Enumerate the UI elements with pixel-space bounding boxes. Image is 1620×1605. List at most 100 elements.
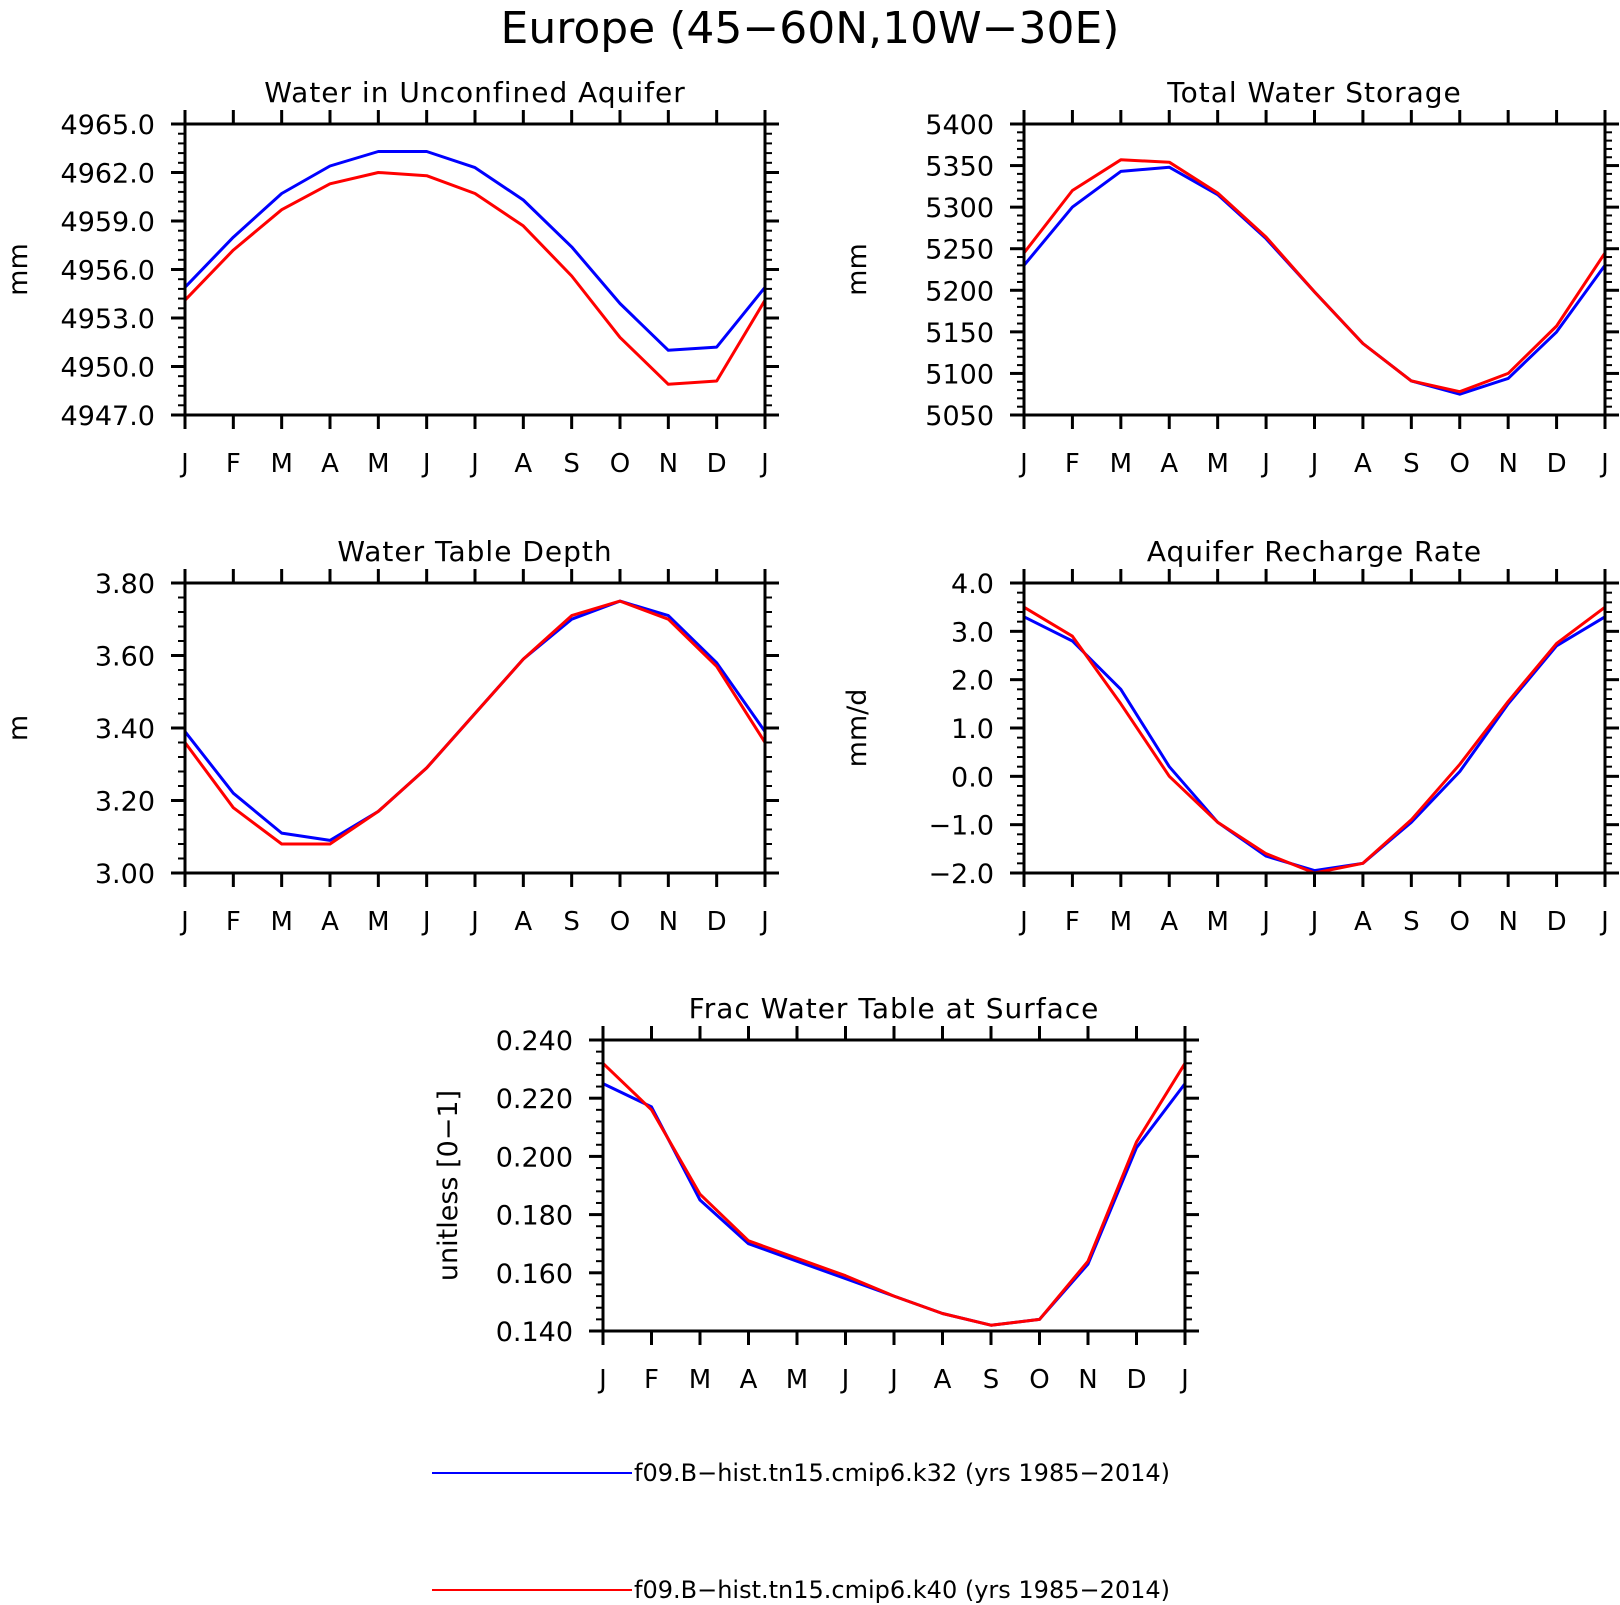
x-tick-label: A — [1354, 449, 1372, 479]
x-tick-label: S — [563, 449, 580, 479]
y-axis-label: mm — [842, 243, 873, 296]
y-tick-label: 4.0 — [951, 569, 994, 600]
y-tick-label: 0.0 — [951, 762, 994, 793]
y-tick-label: −2.0 — [928, 859, 994, 890]
x-tick-label: O — [1029, 1365, 1049, 1395]
y-tick-label: 3.0 — [951, 617, 994, 648]
plot-frame — [1022, 581, 1607, 875]
legend-label: f09.B−hist.tn15.cmip6.k32 (yrs 1985−2014… — [634, 1459, 1170, 1487]
x-tick-label: D — [707, 449, 727, 479]
x-tick-label: O — [610, 907, 630, 937]
x-tick-label: A — [321, 449, 339, 479]
x-tick-label: M — [1206, 449, 1228, 479]
legend: f09.B−hist.tn15.cmip6.k32 (yrs 1985−2014… — [432, 1459, 1170, 1604]
legend-label: f09.B−hist.tn15.cmip6.k40 (yrs 1985−2014… — [634, 1576, 1170, 1604]
x-tick-label: A — [1160, 907, 1178, 937]
x-tick-label: A — [1160, 449, 1178, 479]
y-tick-label: −1.0 — [928, 811, 994, 842]
series-line — [183, 150, 767, 352]
series-line — [183, 599, 767, 842]
x-tick-label: M — [1206, 907, 1228, 937]
y-axis-label: m — [3, 715, 34, 741]
series-line — [1023, 605, 1606, 875]
series-line — [601, 1062, 1187, 1327]
plot-frame — [183, 122, 767, 417]
x-tick-label: J — [1018, 449, 1028, 479]
chart-panel: J F M A M J J A S O N D J505051005150520052505300535… — [842, 76, 1619, 479]
x-tick-label: J — [1309, 907, 1319, 937]
x-tick-label: S — [1403, 449, 1420, 479]
y-tick-label: 2.0 — [951, 666, 994, 697]
y-tick-label: 4947.0 — [61, 401, 155, 432]
x-tick-label: M — [270, 907, 292, 937]
series-line — [1023, 615, 1606, 873]
y-tick-label: 3.60 — [95, 642, 155, 673]
y-tick-label: 0.200 — [496, 1142, 573, 1173]
x-tick-label: M — [786, 1365, 808, 1395]
panel-title: Frac Water Table at Surface — [689, 992, 1100, 1025]
x-tick-label: A — [514, 449, 532, 479]
y-tick-label: 4962.0 — [61, 159, 155, 190]
x-tick-label: D — [1547, 449, 1567, 479]
x-tick-label: J — [469, 449, 479, 479]
x-tick-label: J — [1260, 449, 1270, 479]
x-tick-label: O — [610, 449, 630, 479]
chart-panel: J F M A M J J A S O N D J0.1400.1600.1800.2000.2200.… — [433, 992, 1199, 1395]
x-tick-label: J — [597, 1365, 607, 1395]
y-tick-label: 4959.0 — [61, 207, 155, 238]
x-tick-label: D — [707, 907, 727, 937]
x-tick-label: M — [270, 449, 292, 479]
y-tick-label: 0.160 — [496, 1259, 573, 1290]
chart-panel: J F M A M J J A S O N D J−2.0−1.00.01.02.03.04.0Aqui… — [842, 535, 1619, 937]
x-tick-label: A — [1354, 907, 1372, 937]
y-tick-label: 0.240 — [496, 1026, 573, 1057]
x-tick-label: J — [1599, 449, 1609, 479]
y-tick-label: 5150 — [925, 318, 994, 349]
x-tick-label: M — [689, 1365, 711, 1395]
x-tick-label: J — [1599, 907, 1609, 937]
plot-frame — [601, 1038, 1187, 1333]
y-tick-label: 5050 — [925, 401, 994, 432]
panel-title: Water Table Depth — [337, 535, 612, 568]
x-tick-label: N — [659, 449, 678, 479]
x-tick-label: J — [840, 1365, 850, 1395]
x-tick-label: D — [1547, 907, 1567, 937]
x-tick-label: F — [226, 449, 241, 479]
x-tick-label: A — [514, 907, 532, 937]
x-tick-label: F — [226, 907, 241, 937]
y-axis-label: mm/d — [842, 689, 873, 768]
x-tick-label: N — [1498, 449, 1517, 479]
x-tick-label: A — [934, 1365, 952, 1395]
y-tick-label: 5300 — [925, 193, 994, 224]
x-tick-label: F — [1065, 907, 1080, 937]
x-tick-label: A — [321, 907, 339, 937]
y-tick-label: 3.00 — [95, 859, 155, 890]
series-line — [183, 599, 767, 846]
y-tick-label: 5100 — [925, 359, 994, 390]
x-tick-label: A — [740, 1365, 758, 1395]
x-tick-label: F — [644, 1365, 659, 1395]
y-tick-label: 5200 — [925, 276, 994, 307]
x-tick-label: D — [1126, 1365, 1146, 1395]
x-tick-label: J — [759, 449, 769, 479]
x-tick-label: N — [1078, 1365, 1097, 1395]
y-axis-label: unitless [0−1] — [433, 1090, 464, 1281]
y-tick-label: 5350 — [925, 152, 994, 183]
y-tick-label: 0.180 — [496, 1201, 573, 1232]
figure-title: Europe (45−60N,10W−30E) — [501, 3, 1120, 54]
x-tick-label: J — [1179, 1365, 1189, 1395]
y-tick-label: 5250 — [925, 235, 994, 266]
x-tick-label: J — [759, 907, 769, 937]
plot-frame — [1022, 122, 1607, 417]
x-tick-label: M — [1110, 907, 1132, 937]
y-tick-label: 3.20 — [95, 787, 155, 818]
panel-title: Total Water Storage — [1166, 76, 1462, 109]
x-tick-label: J — [1260, 907, 1270, 937]
series-line — [1022, 158, 1607, 394]
x-tick-label: N — [659, 907, 678, 937]
series-line — [1022, 165, 1607, 396]
y-tick-label: 4956.0 — [61, 256, 155, 287]
x-tick-label: S — [1403, 907, 1420, 937]
